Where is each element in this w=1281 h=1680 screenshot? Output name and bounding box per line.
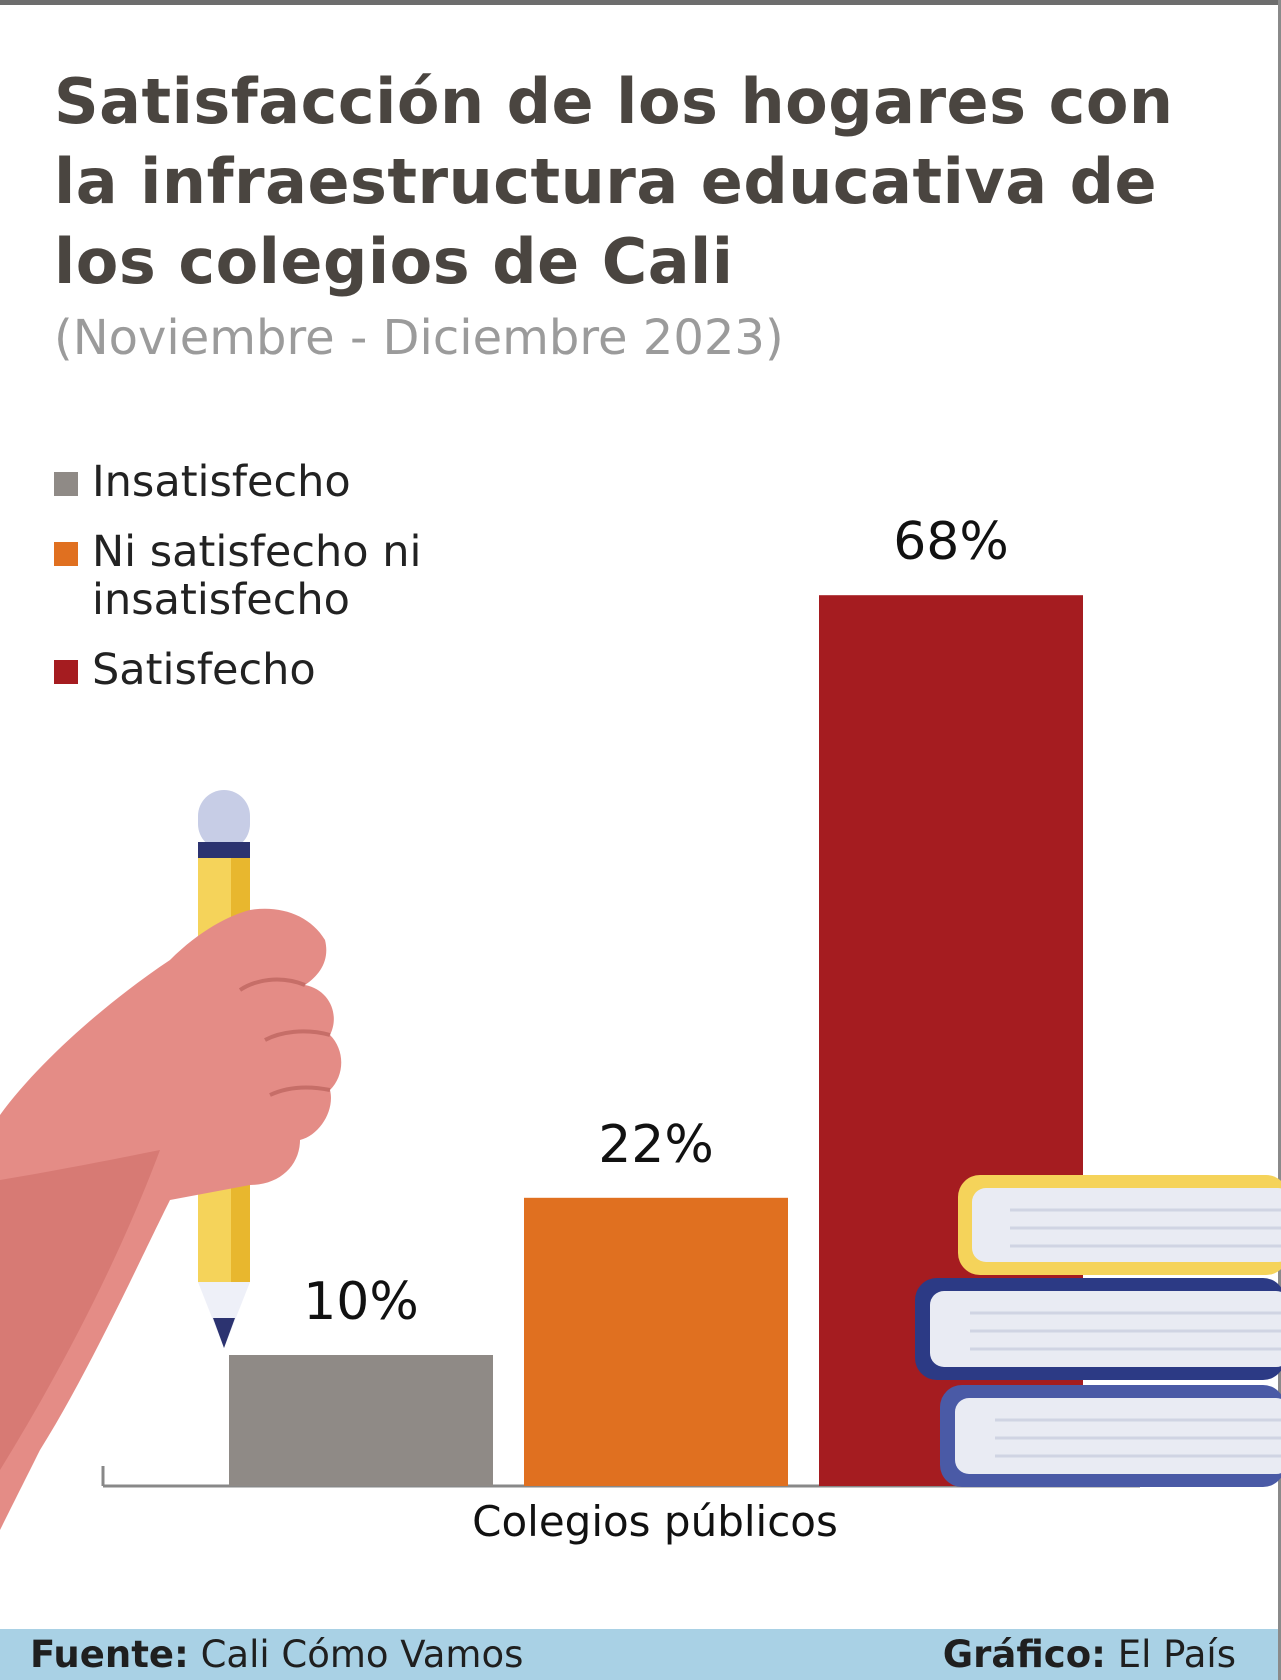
legend-swatch-insatisfecho: [54, 472, 78, 496]
top-border: [0, 0, 1281, 5]
hand-illustration: [0, 908, 342, 1530]
bar-ni-satisfecho: [524, 1197, 788, 1486]
credit-value: El País: [1117, 1633, 1236, 1676]
legend-swatch-ni-satisfecho: [54, 542, 78, 566]
source-value: Cali Cómo Vamos: [200, 1633, 524, 1676]
x-axis-label: Colegios públicos: [472, 1497, 838, 1546]
chart-subtitle: (Noviembre - Diciembre 2023): [54, 310, 784, 366]
legend-swatch-satisfecho: [54, 660, 78, 684]
source-label: Fuente:: [30, 1633, 189, 1676]
books-illustration: [915, 1175, 1281, 1487]
legend-label-insatisfecho: Insatisfecho: [92, 457, 351, 507]
chart-title: Satisfacción de los hogares con la infra…: [54, 65, 1174, 298]
data-label-insatisfecho: 10%: [303, 1272, 419, 1332]
legend-item-satisfecho: Satisfecho: [54, 646, 512, 694]
credit-label: Gráfico:: [942, 1633, 1106, 1676]
footer-bar: Fuente: Cali Cómo Vamos Gráfico: El País: [0, 1629, 1278, 1680]
legend: Insatisfecho Ni satisfecho ni insatisfec…: [54, 458, 512, 716]
graphic-credit: Gráfico: El País: [943, 1633, 1236, 1676]
source-credit: Fuente: Cali Cómo Vamos: [30, 1633, 523, 1676]
legend-item-insatisfecho: Insatisfecho: [54, 458, 512, 506]
bar-insatisfecho: [229, 1355, 493, 1486]
data-label-satisfecho: 68%: [893, 512, 1009, 572]
data-label-ni-satisfecho: 22%: [598, 1115, 714, 1175]
right-border: [1278, 0, 1281, 1680]
legend-item-ni-satisfecho: Ni satisfecho ni insatisfecho: [54, 528, 512, 624]
legend-label-satisfecho: Satisfecho: [92, 645, 316, 695]
legend-label-ni-satisfecho: Ni satisfecho ni insatisfecho: [92, 527, 422, 625]
